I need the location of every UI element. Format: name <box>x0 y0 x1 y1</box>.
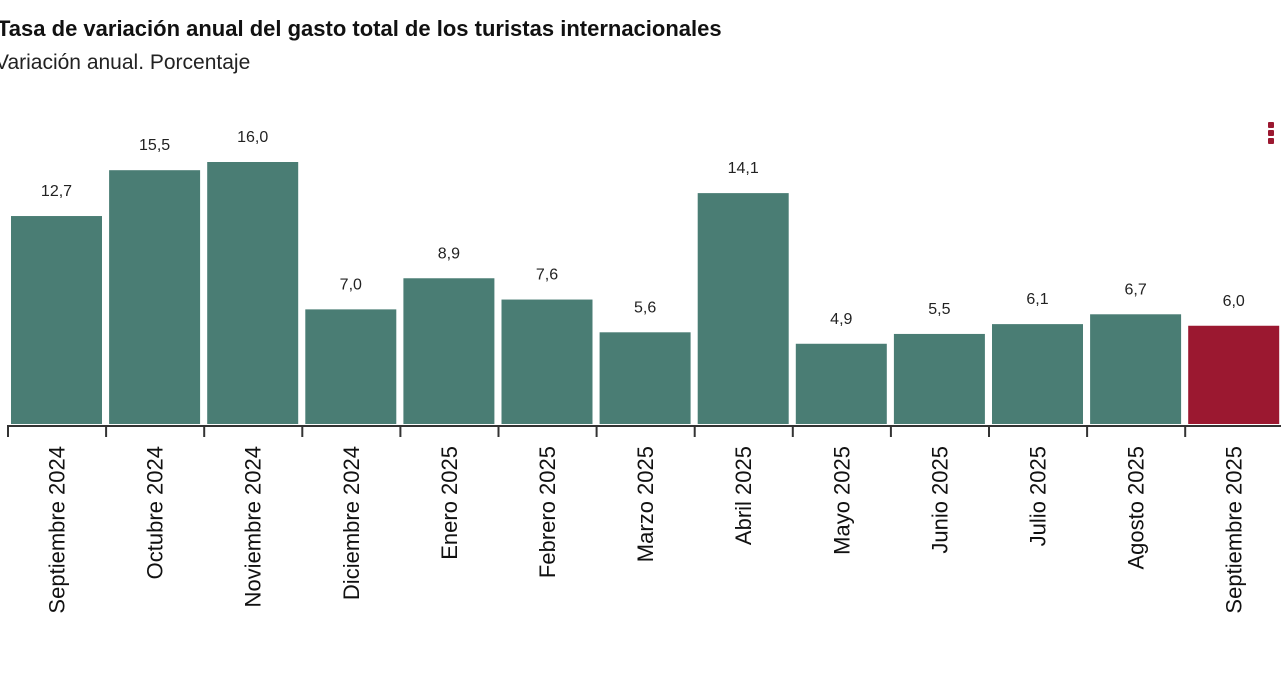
data-label: 15,5 <box>139 137 170 154</box>
x-tick-label: Junio 2025 <box>927 446 952 554</box>
bar <box>992 324 1083 424</box>
x-tick-label: Agosto 2025 <box>1124 446 1149 570</box>
bar <box>501 299 593 424</box>
bar <box>305 309 397 424</box>
x-tick-label: Octubre 2024 <box>143 446 168 579</box>
bar <box>599 332 691 424</box>
bar <box>893 333 985 424</box>
data-label: 12,7 <box>41 183 72 200</box>
data-label: 6,0 <box>1223 293 1245 310</box>
data-label: 16,0 <box>237 129 268 146</box>
data-label: 6,1 <box>1026 291 1048 308</box>
bar <box>1188 325 1280 424</box>
bar <box>207 162 299 424</box>
data-label: 7,0 <box>340 276 362 293</box>
data-label: 14,1 <box>728 160 759 177</box>
x-tick-label: Mayo 2025 <box>829 446 854 555</box>
bar <box>697 193 789 424</box>
data-label: 5,5 <box>928 301 950 318</box>
data-label: 7,6 <box>536 267 558 284</box>
data-label: 8,9 <box>438 245 460 262</box>
bar <box>403 278 495 424</box>
data-label: 6,7 <box>1124 281 1146 298</box>
bar <box>109 170 201 424</box>
bar <box>1090 314 1182 424</box>
data-label: 5,6 <box>634 299 656 316</box>
x-tick-label: Enero 2025 <box>437 446 462 560</box>
x-tick-label: Julio 2025 <box>1026 446 1051 546</box>
bar <box>795 343 887 424</box>
x-tick-label: Abril 2025 <box>731 446 756 545</box>
x-tick-label: Septiembre 2025 <box>1222 446 1247 614</box>
x-tick-label: Febrero 2025 <box>535 446 560 578</box>
bar <box>11 216 102 424</box>
chart-title: Tasa de variación anual del gasto total … <box>0 16 722 41</box>
x-tick-label: Marzo 2025 <box>633 446 658 562</box>
data-label: 4,9 <box>830 311 852 328</box>
x-tick-label: Diciembre 2024 <box>339 446 364 600</box>
vertical-ellipsis-icon[interactable] <box>1268 122 1276 148</box>
x-tick-label: Noviembre 2024 <box>241 446 266 607</box>
chart-subtitle: Variación anual. Porcentaje <box>0 51 251 74</box>
x-tick-label: Septiembre 2024 <box>45 446 70 614</box>
